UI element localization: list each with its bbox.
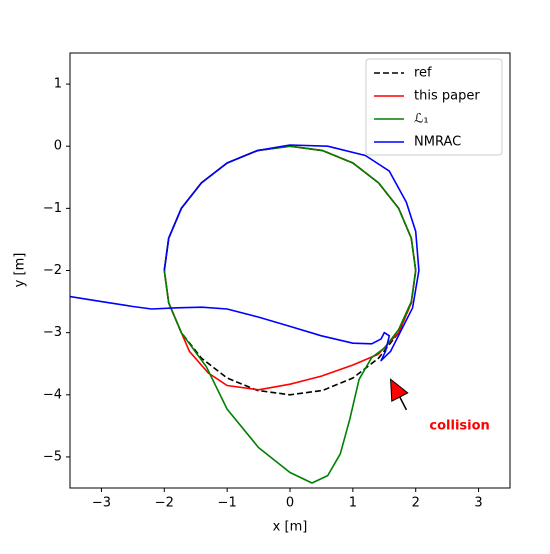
- x-tick-label: 3: [474, 496, 482, 511]
- series-line: [163, 145, 417, 396]
- y-tick-label: −2: [43, 263, 62, 278]
- plot-frame: [69, 52, 511, 489]
- legend-label: ℒ₁: [414, 112, 429, 127]
- x-tick-label: 0: [286, 496, 294, 511]
- series-line: [163, 145, 417, 484]
- legend-label: this paper: [414, 89, 480, 104]
- annotation-arrow: [399, 396, 408, 411]
- x-tick-label: −3: [92, 496, 111, 511]
- y-tick-label: 0: [54, 139, 62, 154]
- x-tick-label: −2: [155, 496, 174, 511]
- y-tick-label: −5: [43, 449, 62, 464]
- y-axis-label: y [m]: [13, 253, 28, 288]
- x-tick-label: 1: [349, 496, 357, 511]
- y-tick-label: 1: [54, 77, 62, 92]
- y-tick-label: −4: [43, 387, 62, 402]
- legend-label: NMRAC: [414, 135, 461, 150]
- y-tick-label: −1: [43, 201, 62, 216]
- x-tick-label: 2: [412, 496, 420, 511]
- x-tick-label: −1: [218, 496, 237, 511]
- annotation-arrowhead: [390, 378, 409, 402]
- legend-box: [365, 58, 503, 156]
- x-axis-label: x [m]: [273, 520, 308, 535]
- series-line: [70, 144, 420, 362]
- legend-label: ref: [414, 66, 432, 81]
- y-tick-label: −3: [43, 325, 62, 340]
- annotation-text: collision: [429, 418, 489, 433]
